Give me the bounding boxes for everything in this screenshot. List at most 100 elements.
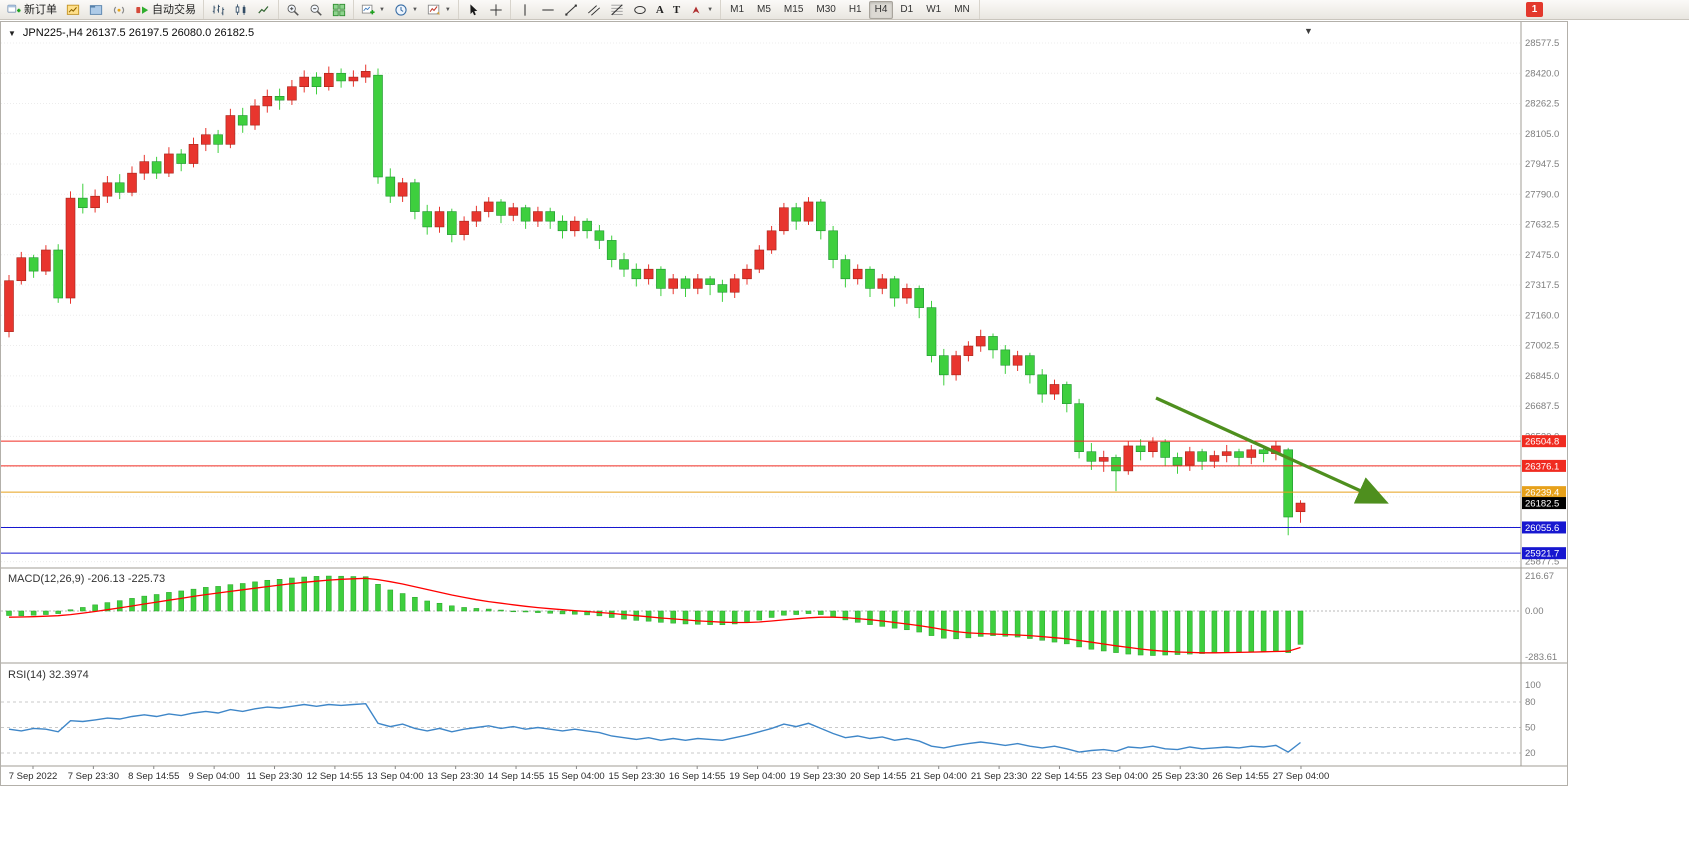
tf-h1-button[interactable]: H1	[843, 1, 868, 19]
price-axis-label: 25877.5	[1525, 557, 1559, 568]
cursor-button[interactable]	[462, 1, 484, 19]
macd-bar	[412, 596, 418, 612]
svg-text:26055.6: 26055.6	[1525, 523, 1559, 534]
time-axis-label: 8 Sep 14:55	[128, 771, 179, 782]
tf-d1-button[interactable]: D1	[894, 1, 919, 19]
rsi-axis-label: 80	[1525, 697, 1536, 708]
periods-button[interactable]: ▼	[390, 1, 422, 19]
candle	[127, 166, 137, 197]
channel-button[interactable]	[583, 1, 605, 19]
tf-w1-button-label: W1	[926, 3, 942, 15]
indicators-button[interactable]: ▼	[357, 1, 389, 19]
candle	[336, 68, 346, 88]
candle	[852, 264, 863, 285]
candle	[533, 206, 543, 227]
candle	[865, 266, 875, 298]
price-axis-label: 27475.0	[1525, 250, 1559, 261]
candle	[1098, 450, 1109, 472]
macd-bar	[6, 610, 12, 616]
macd-bar	[239, 583, 246, 612]
macd-bar	[1285, 610, 1291, 653]
time-axis-label: 21 Sep 23:30	[971, 771, 1028, 782]
macd-bar	[756, 610, 763, 621]
alerts-button[interactable]	[108, 1, 130, 19]
autotrading-button[interactable]: 自动交易	[131, 1, 200, 19]
macd-bar	[1199, 610, 1205, 654]
candle	[287, 79, 297, 105]
tf-m5-button[interactable]: M5	[751, 1, 777, 19]
macd-bar	[166, 592, 172, 612]
new-order-button[interactable]: 新订单	[3, 1, 61, 19]
candle	[828, 225, 838, 269]
candle	[975, 329, 986, 352]
candle	[938, 348, 949, 386]
macd-bar	[1125, 610, 1132, 655]
macd-bar	[178, 590, 184, 612]
trend-arrow-object[interactable]	[1155, 396, 1389, 504]
time-axis-label: 21 Sep 04:00	[910, 771, 967, 782]
candle	[1037, 369, 1047, 403]
bar-chart-button[interactable]	[207, 1, 229, 19]
candle	[643, 264, 654, 285]
candlestick-chart-button[interactable]	[230, 1, 252, 19]
candle	[1234, 448, 1244, 467]
candle	[28, 254, 39, 278]
candle	[569, 216, 580, 237]
candle	[1258, 446, 1269, 463]
candle	[717, 279, 728, 302]
profiles-button[interactable]	[85, 1, 107, 19]
chart-type-group	[204, 0, 279, 19]
candle	[1074, 398, 1084, 459]
macd-axis-label: -283.61	[1525, 652, 1557, 663]
arrows-button[interactable]: ▼	[685, 1, 717, 19]
zoom-out-button[interactable]	[305, 1, 327, 19]
vertical-line-button[interactable]	[514, 1, 536, 19]
candle	[496, 199, 506, 224]
tf-mn-button[interactable]: MN	[948, 1, 976, 19]
candle	[41, 245, 51, 275]
macd-bar	[424, 600, 430, 612]
notification-badge[interactable]: 1	[1526, 2, 1543, 17]
candle	[729, 274, 740, 299]
text-label-button[interactable]: T	[669, 1, 684, 19]
crosshair-button[interactable]	[485, 1, 507, 19]
candle	[16, 251, 27, 285]
candle	[237, 107, 248, 133]
tf-h1-button-label: H1	[848, 3, 862, 15]
candle	[299, 70, 310, 93]
tf-m15-button[interactable]: M15	[778, 1, 809, 19]
candle	[225, 108, 236, 149]
candle	[877, 274, 888, 295]
trendline-button[interactable]	[560, 1, 582, 19]
macd-bar	[55, 610, 61, 614]
macd-bar	[461, 607, 467, 612]
macd-bar	[116, 600, 123, 612]
tile-windows-button[interactable]	[328, 1, 350, 19]
time-axis-label: 20 Sep 14:55	[850, 771, 907, 782]
macd-bar	[522, 610, 529, 613]
macd-bar	[92, 604, 98, 612]
candle	[1148, 437, 1158, 458]
candle	[446, 208, 457, 243]
tf-m1-button[interactable]: M1	[724, 1, 750, 19]
fibonacci-button[interactable]	[606, 1, 628, 19]
tf-w1-button[interactable]: W1	[920, 1, 947, 19]
tf-m30-button[interactable]: M30	[810, 1, 841, 19]
tf-mn-button-label: MN	[954, 3, 970, 15]
charts-button[interactable]	[62, 1, 84, 19]
time-axis: 7 Sep 2022 7 Sep 23:30 8 Sep 14:55 9 Sep 04…	[9, 766, 1329, 782]
zoom-in-button[interactable]	[282, 1, 304, 19]
text-button[interactable]: A	[652, 1, 668, 19]
candle	[1221, 444, 1232, 463]
macd-bar	[399, 593, 406, 612]
horizontal-line-button[interactable]	[537, 1, 559, 19]
chart-title: JPN225-,H4 26137.5 26197.5 26080.0 26182…	[22, 27, 255, 39]
arrows-icon	[689, 3, 703, 17]
tf-h4-button[interactable]: H4	[868, 0, 894, 19]
price-axis-label: 27317.5	[1525, 280, 1559, 291]
one-click-collapse-icon[interactable]: ▼	[8, 28, 16, 38]
line-chart-button[interactable]	[253, 1, 275, 19]
templates-button[interactable]: ▼	[423, 1, 455, 19]
shapes-button[interactable]	[629, 1, 651, 19]
tf-m1-button-label: M1	[730, 3, 745, 15]
